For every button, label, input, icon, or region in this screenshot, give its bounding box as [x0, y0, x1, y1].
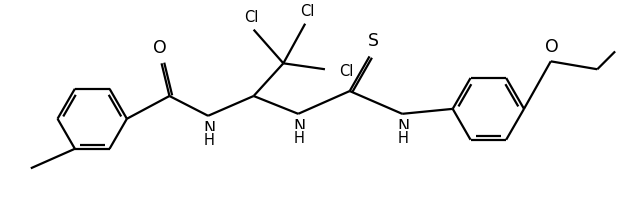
Text: H: H: [204, 133, 214, 148]
Text: N: N: [397, 119, 409, 134]
Text: O: O: [545, 38, 559, 56]
Text: Cl: Cl: [300, 4, 314, 19]
Text: O: O: [153, 39, 166, 57]
Text: Cl: Cl: [244, 10, 259, 25]
Text: S: S: [368, 32, 379, 50]
Text: Cl: Cl: [339, 64, 353, 79]
Text: H: H: [397, 131, 408, 146]
Text: N: N: [293, 119, 305, 134]
Text: H: H: [294, 131, 305, 146]
Text: N: N: [203, 121, 215, 136]
